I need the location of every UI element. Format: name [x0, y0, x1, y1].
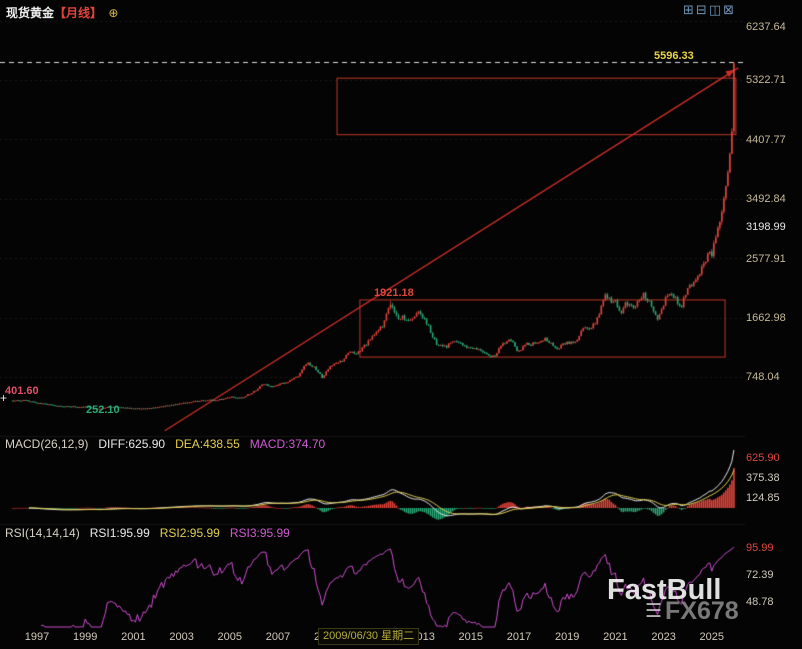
rsi2-value: RSI2:95.99 [159, 526, 220, 540]
fastbull-watermark: FastBull [607, 574, 722, 606]
x-axis-label: 2015 [458, 631, 484, 643]
x-axis-label: 2005 [217, 631, 243, 643]
add-indicator-icon[interactable]: ⊕ [108, 6, 119, 20]
timeframe-label: 【月线】 [54, 6, 103, 20]
toolbar-grid-icon[interactable]: ⊞ [683, 2, 694, 17]
y-axis-label: 2577.91 [746, 253, 786, 265]
y-axis-label: 4407.77 [746, 134, 786, 146]
fx678-logo-icon: ☰ [645, 601, 663, 622]
x-axis-label: 2001 [121, 631, 146, 643]
rsi-axis-label: 72.39 [746, 569, 774, 581]
x-axis-label: 1997 [24, 631, 50, 643]
x-axis-label: 2019 [554, 631, 580, 643]
selected-date-badge: 2009/06/30 星期二 [318, 628, 420, 645]
macd-axis-label: 124.85 [746, 492, 780, 504]
chart-annotation: 401.60 [5, 385, 39, 397]
macd-dea-value: DEA:438.55 [175, 437, 240, 451]
chart-title-bar: 现货黄金【月线】 ⊕ [6, 4, 118, 21]
x-axis-label: 2017 [506, 631, 532, 643]
x-axis-label: 2021 [603, 631, 628, 643]
chart-annotation: 1921.18 [374, 287, 414, 299]
price-marker-cross-icon: + [0, 391, 8, 405]
y-axis-label: 1662.98 [746, 312, 786, 324]
chart-annotation: 252.10 [86, 404, 120, 416]
macd-legend: MACD(26,12,9) DIFF:625.90 DEA:438.55 MACD:3… [5, 437, 335, 451]
toolbar-split-horizontal-icon[interactable]: ⊟ [695, 2, 707, 17]
fx678-watermark-text: FX678 [665, 597, 739, 625]
chart-annotation: 5596.33 [654, 50, 694, 62]
x-axis-label: 2007 [265, 631, 291, 643]
y-axis-label: 748.04 [746, 371, 780, 383]
toolbar-split-vertical-icon[interactable]: ◫ [708, 2, 722, 17]
macd-diff-value: DIFF:625.90 [98, 437, 166, 451]
fx678-watermark: ☰ FX678 [645, 597, 739, 626]
rsi-legend: RSI(14,14,14) RSI1:95.99 RSI2:95.99 RSI3:95… [5, 526, 300, 540]
x-axis-label: 2025 [699, 631, 725, 643]
x-axis-label: 2003 [169, 631, 194, 643]
rsi-params-label: RSI(14,14,14) [5, 526, 80, 540]
rsi-axis-label: 48.78 [746, 596, 774, 608]
instrument-name: 现货黄金 [6, 6, 55, 20]
toolbar-maximize-icon[interactable]: ⊠ [723, 2, 735, 17]
macd-macd-value: MACD:374.70 [249, 437, 326, 451]
chart-toolbar: ⊞ ⊟ ◫ ⊠ [683, 3, 734, 16]
rsi-axis-label: 95.99 [746, 542, 774, 554]
macd-axis-label: 625.90 [746, 452, 780, 464]
x-axis-label: 1999 [72, 631, 98, 643]
y-axis-label: 3492.84 [746, 193, 786, 205]
macd-axis-label: 375.38 [746, 472, 780, 484]
y-axis-label: 3198.99 [746, 221, 786, 233]
rsi1-value: RSI1:95.99 [89, 526, 150, 540]
y-axis-label: 6237.64 [746, 21, 786, 33]
rsi3-value: RSI3:95.99 [229, 526, 290, 540]
y-axis-label: 5322.71 [746, 74, 786, 86]
macd-params-label: MACD(26,12,9) [5, 437, 89, 451]
x-axis-label: 2023 [651, 631, 676, 643]
